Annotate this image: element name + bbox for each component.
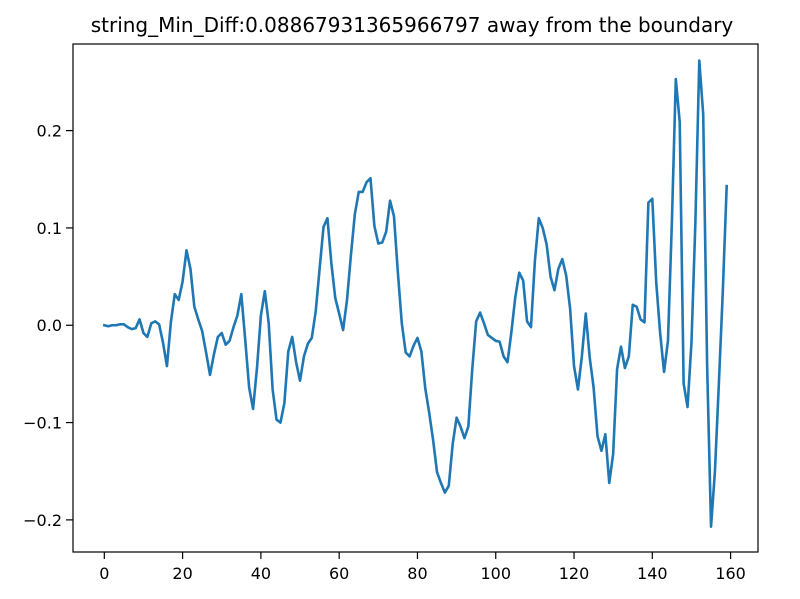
series-line-1	[102, 59, 729, 529]
x-tick-label: 0	[99, 564, 109, 583]
x-tick-label: 100	[480, 564, 511, 583]
y-tick-label: 0.1	[37, 219, 62, 238]
x-tick-label: 60	[329, 564, 349, 583]
x-tick-label: 120	[559, 564, 590, 583]
x-tick-label: 20	[172, 564, 192, 583]
plot-area	[102, 59, 729, 529]
plot-frame	[72, 43, 759, 553]
y-tick-label: −0.2	[23, 511, 62, 530]
y-tick-label: 0.0	[37, 316, 62, 335]
x-tick-label: 40	[251, 564, 271, 583]
axes: 0 20 40 60 80 100 120 140 160 −0.2 −0.1 0.0 0.1 0.2	[23, 43, 759, 583]
y-tick-label: 0.2	[37, 122, 62, 141]
chart-title: string_Min_Diff:0.08867931365966797 away…	[91, 13, 734, 37]
y-tick-label: −0.1	[23, 414, 62, 433]
x-tick-label: 140	[637, 564, 668, 583]
x-tick-label: 160	[715, 564, 746, 583]
x-tick-label: 80	[407, 564, 427, 583]
